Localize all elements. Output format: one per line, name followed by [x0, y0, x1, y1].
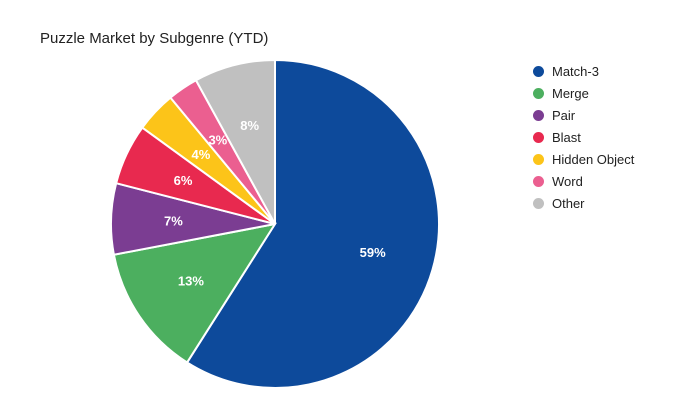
slice-label-match-3: 59% [360, 245, 386, 260]
legend-item-match-3: Match-3 [533, 60, 634, 82]
legend-label-other: Other [552, 195, 585, 211]
legend-swatch-match-3 [533, 65, 544, 77]
legend-item-word: Word [533, 170, 634, 192]
legend-item-blast: Blast [533, 126, 634, 148]
legend-label-pair: Pair [552, 107, 576, 123]
legend-swatch-blast [533, 131, 544, 143]
legend-swatch-hidden-object [533, 153, 544, 165]
legend: Match-3 Merge Pair Blast Hidden Object Word Ot… [533, 60, 634, 214]
legend-item-pair: Pair [533, 104, 634, 126]
legend-swatch-pair [533, 109, 544, 121]
chart-title: Puzzle Market by Subgenre (YTD) [40, 30, 269, 47]
legend-item-hidden-object: Hidden Object [533, 148, 634, 170]
pie-slice-merge [112, 222, 278, 364]
legend-swatch-merge [533, 87, 544, 99]
pie-slice-other [194, 58, 276, 225]
legend-swatch-word [533, 175, 544, 187]
slice-label-other: 8% [240, 118, 259, 133]
legend-label-blast: Blast [552, 129, 581, 145]
legend-label-word: Word [552, 173, 583, 189]
legend-label-hidden-object: Hidden Object [552, 151, 635, 167]
legend-label-match-3: Match-3 [552, 63, 599, 79]
slice-label-merge: 13% [178, 274, 204, 289]
legend-label-merge: Merge [552, 85, 589, 101]
legend-swatch-other [533, 197, 544, 209]
legend-item-other: Other [533, 192, 634, 214]
slice-label-pair: 7% [164, 213, 183, 228]
legend-item-merge: Merge [533, 82, 634, 104]
slice-label-hidden-object: 4% [191, 147, 210, 162]
slice-label-blast: 6% [174, 173, 193, 188]
pie-slice-match-3 [185, 58, 440, 389]
slice-label-word: 3% [208, 132, 227, 147]
